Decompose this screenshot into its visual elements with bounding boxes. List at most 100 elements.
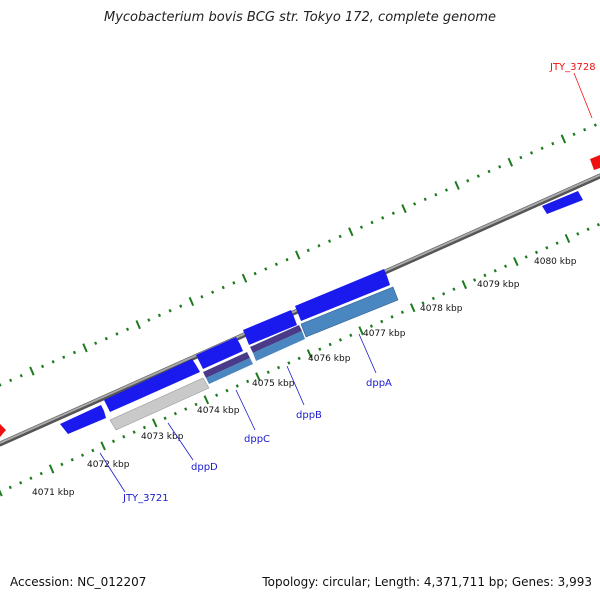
- minor-tick: [551, 141, 555, 146]
- major-tick: [48, 464, 55, 474]
- minor-tick: [476, 174, 480, 178]
- gene-arrow-red-left[interactable]: [0, 424, 6, 437]
- major-tick: [306, 349, 313, 359]
- minor-tick: [369, 324, 374, 328]
- minor-tick: [0, 383, 2, 387]
- minor-tick: [276, 365, 281, 370]
- gene-arrow-1[interactable]: [60, 405, 106, 434]
- gene-arrow-red-right[interactable]: [590, 155, 600, 170]
- minor-tick: [287, 361, 291, 365]
- minor-tick: [104, 336, 108, 341]
- minor-tick: [297, 356, 301, 361]
- minor-tick: [349, 333, 353, 338]
- major-tick: [294, 250, 301, 260]
- gene-label-jty3728[interactable]: JTY_3728: [549, 62, 596, 119]
- minor-tick: [142, 425, 147, 430]
- tick-label: 4076 kbp: [308, 354, 351, 364]
- major-tick: [203, 395, 210, 405]
- minor-tick: [9, 378, 13, 383]
- minor-tick: [285, 257, 289, 262]
- outer-tick-row: [0, 123, 597, 387]
- tick-label: 4077 kbp: [363, 329, 406, 339]
- minor-tick: [555, 241, 559, 245]
- operon-bar-blue-3[interactable]: [300, 286, 399, 338]
- minor-tick: [211, 290, 215, 294]
- minor-tick: [173, 411, 177, 416]
- leader-line: [235, 389, 256, 431]
- major-tick: [513, 257, 519, 267]
- minor-tick: [390, 315, 394, 319]
- gene-label-dppa[interactable]: dppA: [358, 333, 392, 389]
- minor-tick: [19, 373, 23, 378]
- gene-arrow-3[interactable]: [196, 337, 243, 369]
- minor-tick: [94, 341, 98, 345]
- gene-label-dppb[interactable]: dppB: [286, 365, 322, 421]
- major-tick: [151, 418, 158, 428]
- major-tick: [401, 204, 407, 214]
- minor-tick: [338, 338, 343, 342]
- gene-arrow-6[interactable]: [542, 191, 583, 214]
- minor-tick: [391, 211, 395, 215]
- minor-tick: [91, 448, 95, 453]
- minor-tick: [215, 393, 219, 397]
- minor-tick: [452, 287, 456, 291]
- minor-tick: [529, 151, 534, 155]
- minor-tick: [8, 485, 12, 490]
- gene-label-text: JTY_3721: [122, 493, 169, 504]
- leader-line: [573, 72, 593, 119]
- minor-tick: [431, 296, 435, 301]
- operon-bar-blue-1[interactable]: [206, 358, 253, 384]
- minor-tick: [380, 319, 384, 324]
- minor-tick: [317, 244, 321, 248]
- minor-tick: [115, 332, 119, 336]
- gene-label-jty3721[interactable]: JTY_3721: [99, 452, 169, 504]
- minor-tick: [493, 269, 497, 273]
- tick-label: 4080 kbp: [534, 257, 577, 267]
- minor-tick: [39, 471, 43, 476]
- minor-tick: [318, 347, 322, 351]
- tick-label: 4075 kbp: [252, 379, 295, 389]
- operon-bar-purple-1[interactable]: [203, 352, 250, 378]
- minor-tick: [359, 225, 364, 229]
- minor-tick: [421, 301, 425, 305]
- gene-arrow-4[interactable]: [243, 310, 297, 345]
- gene-label-dppc[interactable]: dppC: [235, 389, 270, 445]
- major-tick: [241, 273, 248, 283]
- gene-arrow-2[interactable]: [104, 359, 200, 412]
- operon-bar-purple-2[interactable]: [250, 325, 302, 353]
- operon-bar-blue-2[interactable]: [253, 331, 305, 361]
- inner-tick-row: [0, 222, 600, 497]
- leader-line: [167, 422, 194, 461]
- tick-label: 4073 kbp: [141, 432, 184, 442]
- minor-tick: [442, 292, 446, 296]
- minor-tick: [306, 248, 310, 253]
- gene-label-text: JTY_3728: [549, 62, 596, 73]
- minor-tick: [168, 308, 172, 313]
- minor-tick: [400, 310, 404, 314]
- major-tick: [461, 280, 468, 290]
- gene-arrow-5[interactable]: [295, 269, 390, 321]
- minor-tick: [524, 255, 528, 259]
- gene-label-text: dppB: [296, 410, 322, 421]
- minor-tick: [163, 416, 167, 420]
- minor-tick: [125, 327, 130, 332]
- minor-tick: [370, 220, 374, 225]
- minor-tick: [473, 278, 477, 282]
- major-tick: [100, 441, 106, 451]
- gene-label-dppd[interactable]: dppD: [167, 422, 218, 473]
- genome-stats-label: Topology: circular; Length: 4,371,711 bp…: [262, 575, 592, 589]
- minor-tick: [487, 169, 491, 174]
- minor-tick: [70, 458, 74, 462]
- minor-tick: [221, 285, 225, 290]
- major-tick: [409, 303, 416, 313]
- minor-tick: [503, 264, 508, 268]
- minor-tick: [225, 388, 229, 393]
- operon-bar-grey[interactable]: [109, 377, 210, 431]
- minor-tick: [540, 146, 544, 150]
- minor-tick: [596, 222, 600, 227]
- major-tick: [0, 489, 3, 497]
- minor-tick: [60, 462, 64, 467]
- minor-tick: [122, 434, 126, 439]
- leader-line: [358, 333, 377, 374]
